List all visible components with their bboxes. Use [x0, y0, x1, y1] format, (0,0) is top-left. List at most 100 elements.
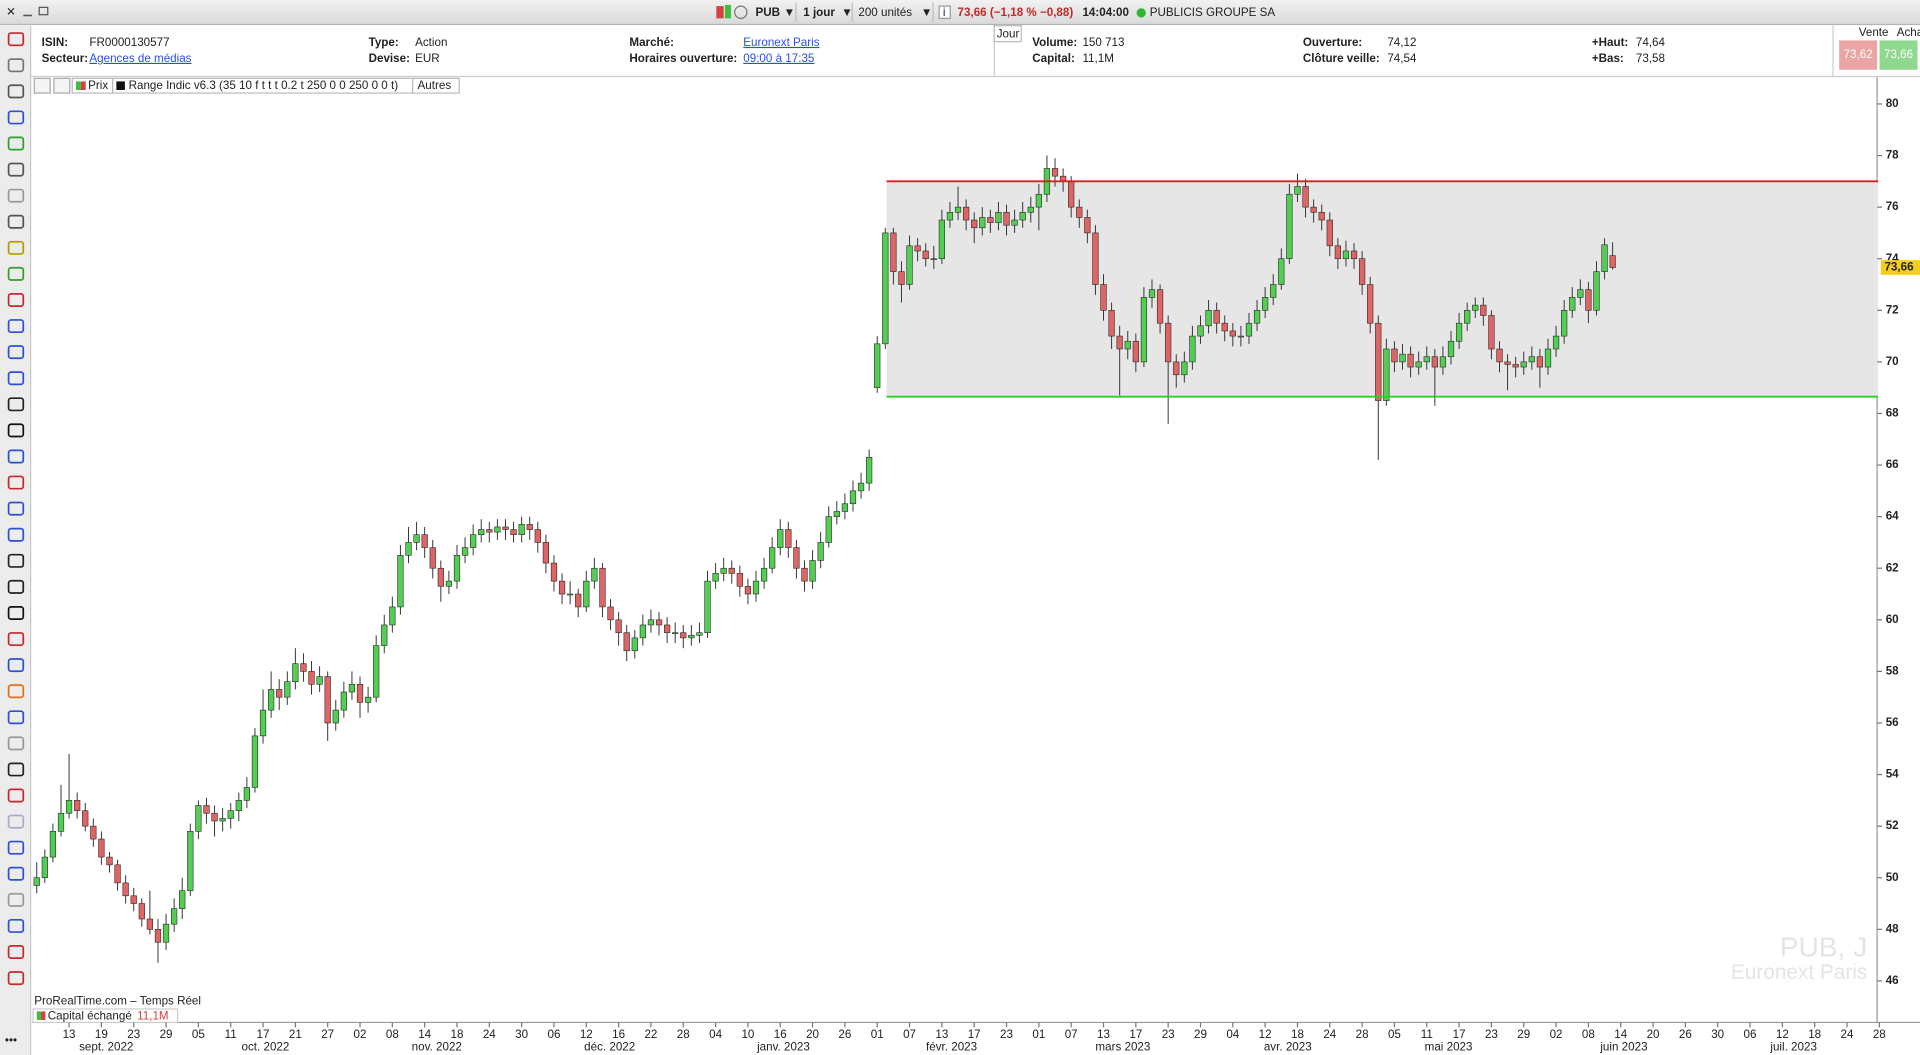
field-value: 09:00 à 17:35: [743, 52, 814, 65]
candle-body: [639, 624, 646, 639]
month-label: mai 2023: [1425, 1041, 1473, 1054]
units-selector[interactable]: 200 unités: [858, 6, 912, 19]
tool-icon[interactable]: [7, 475, 25, 490]
tool-icon[interactable]: [7, 423, 25, 438]
candle-body: [583, 580, 590, 608]
tool-icon[interactable]: [7, 58, 25, 73]
close-button[interactable]: ✕: [6, 5, 16, 18]
candle-body: [688, 634, 695, 639]
legend-swatch: [116, 81, 125, 90]
y-tick-label: 56: [1886, 716, 1899, 729]
field-value: 73,58: [1636, 52, 1665, 65]
sell-button[interactable]: [1839, 40, 1878, 70]
candle-body: [267, 689, 275, 711]
chart-type-icon[interactable]: [724, 4, 732, 19]
symbol-selector[interactable]: PUB: [756, 6, 781, 19]
candle-body: [591, 567, 598, 582]
month-label: déc. 2022: [584, 1041, 635, 1054]
info-icon[interactable]: [938, 5, 951, 19]
candle-body: [510, 529, 517, 536]
field-value: Agences de médias: [89, 52, 191, 65]
candle-body: [890, 232, 897, 272]
x-tick-label: 22: [644, 1028, 657, 1041]
candle-body: [348, 683, 356, 693]
tool-icon[interactable]: [7, 266, 25, 281]
tool-icon[interactable]: [7, 840, 25, 855]
candle-body: [1237, 335, 1245, 338]
legend-swatch: [41, 1011, 46, 1020]
y-tick-label: 66: [1886, 458, 1899, 471]
tool-icon[interactable]: [7, 162, 25, 177]
candle-body: [720, 567, 727, 574]
tool-icon[interactable]: [7, 188, 25, 203]
tool-icon[interactable]: [7, 658, 25, 673]
plot-area: [33, 155, 1879, 963]
tool-icon[interactable]: [7, 762, 25, 777]
tool-icon[interactable]: [7, 397, 25, 412]
candle-body: [1229, 330, 1236, 337]
dropdown-arrow[interactable]: ▼: [921, 6, 933, 19]
tool-icon[interactable]: [7, 345, 25, 360]
period-selector[interactable]: 1 jour: [803, 6, 835, 19]
tool-icon[interactable]: [7, 136, 25, 151]
toolbar-icon[interactable]: [33, 77, 51, 94]
tool-icon[interactable]: [7, 501, 25, 516]
field-value: 74,54: [1387, 52, 1417, 65]
minimize-button[interactable]: [23, 14, 32, 17]
tool-icon[interactable]: [7, 892, 25, 907]
restore-button[interactable]: [38, 6, 49, 16]
tool-icon[interactable]: [7, 240, 25, 255]
candle-body: [1358, 258, 1366, 285]
tool-icon[interactable]: [7, 371, 25, 386]
dropdown-arrow[interactable]: ▼: [841, 6, 853, 19]
volume-legend[interactable]: [32, 1008, 179, 1024]
tool-icon[interactable]: [7, 971, 25, 986]
x-tick-label: 01: [871, 1028, 884, 1041]
candle-body: [542, 542, 550, 564]
buy-button[interactable]: [1879, 40, 1918, 70]
tool-icon[interactable]: [7, 84, 25, 99]
more-tools[interactable]: •••: [5, 1034, 17, 1047]
tool-icon[interactable]: [7, 293, 25, 307]
tool-icon[interactable]: [7, 527, 25, 542]
tool-icon[interactable]: [7, 110, 25, 125]
candle-body: [82, 810, 89, 827]
month-label: févr. 2023: [926, 1041, 977, 1054]
candle-body: [340, 691, 347, 711]
legend-item[interactable]: [412, 77, 460, 94]
chart-type-icon[interactable]: [716, 6, 724, 19]
tool-icon[interactable]: [7, 214, 25, 229]
candle-body: [1051, 168, 1059, 177]
tool-icon[interactable]: [7, 449, 25, 464]
tool-icon[interactable]: [7, 814, 25, 829]
range-zone: [886, 181, 1879, 397]
tool-icon[interactable]: [7, 605, 25, 620]
candle-body: [146, 918, 154, 930]
tool-icon[interactable]: [7, 684, 25, 699]
link-icon[interactable]: [734, 5, 748, 19]
tool-icon[interactable]: [7, 632, 25, 647]
period-tab[interactable]: [993, 25, 1022, 43]
candle-body: [857, 482, 865, 492]
tool-icon[interactable]: [7, 866, 25, 881]
info-icon-glyph: i: [943, 6, 946, 19]
candle-body: [243, 787, 250, 801]
dropdown-arrow[interactable]: ▼: [784, 6, 796, 19]
field-value: Euronext Paris: [743, 36, 819, 49]
toolbar-icon[interactable]: [53, 77, 71, 94]
candle-body: [429, 547, 436, 569]
candle-body: [1253, 309, 1261, 324]
x-tick-label: 01: [1032, 1028, 1045, 1041]
x-tick-label: 17: [1129, 1028, 1142, 1041]
tool-icon[interactable]: [7, 710, 25, 725]
tool-icon[interactable]: [7, 736, 25, 751]
tool-icon[interactable]: [7, 945, 25, 960]
tool-icon[interactable]: [7, 32, 25, 47]
tool-icon[interactable]: [7, 918, 25, 933]
tool-icon[interactable]: [7, 319, 25, 334]
tool-icon[interactable]: [7, 553, 25, 568]
tool-icon[interactable]: [7, 579, 25, 594]
candle-body: [1577, 289, 1584, 298]
x-tick-label: 27: [321, 1028, 334, 1041]
tool-icon[interactable]: [7, 788, 25, 803]
